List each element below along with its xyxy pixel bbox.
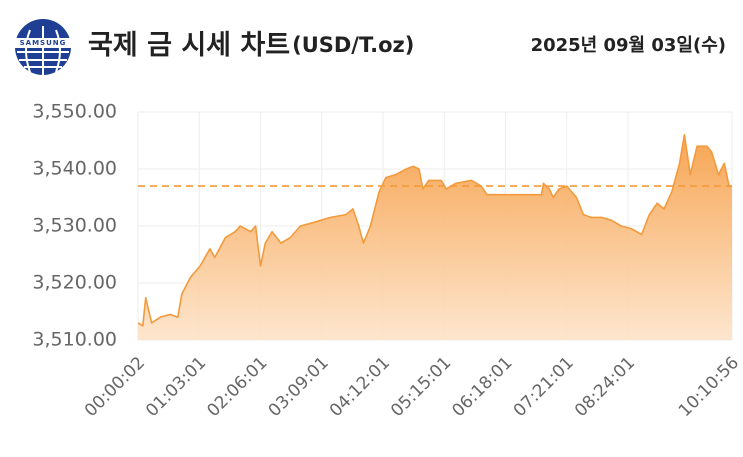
x-tick-label: 10:10:56: [675, 353, 743, 421]
logo-band: [15, 38, 71, 48]
line: [137, 134, 732, 327]
y-tick-label: 3,520.00: [32, 272, 117, 294]
y-tick-label: 3,540.00: [32, 158, 117, 180]
x-tick-label: 02:06:01: [203, 353, 271, 421]
y-tick-label: 3,550.00: [32, 101, 117, 123]
title-unit: (USD/T.oz): [292, 33, 414, 57]
x-tick-label: 06:18:01: [448, 353, 516, 421]
x-tick-label: 08:24:01: [571, 353, 639, 421]
x-tick-label: 01:03:01: [142, 353, 210, 421]
title-main: 국제 금 시세 차트: [88, 30, 290, 61]
logo: SAMSUNG: [15, 19, 71, 75]
date: 2025년 09월 03일(수): [531, 35, 726, 56]
x-tick-label: 05:15:01: [387, 353, 455, 421]
x-tick-label: 07:21:01: [510, 353, 578, 421]
logo-lines: [17, 26, 69, 75]
title: 국제 금 시세 차트(USD/T.oz): [88, 30, 414, 61]
x-tick-label: 04:12:01: [326, 353, 394, 421]
x-tick-label: 03:09:01: [265, 353, 333, 421]
area: [138, 134, 732, 340]
y-tick-label: 3,530.00: [32, 215, 117, 237]
logo-text: SAMSUNG: [20, 39, 67, 47]
y-tick-label: 3,510.00: [32, 329, 117, 351]
x-tick-label: 00:00:02: [81, 353, 149, 421]
